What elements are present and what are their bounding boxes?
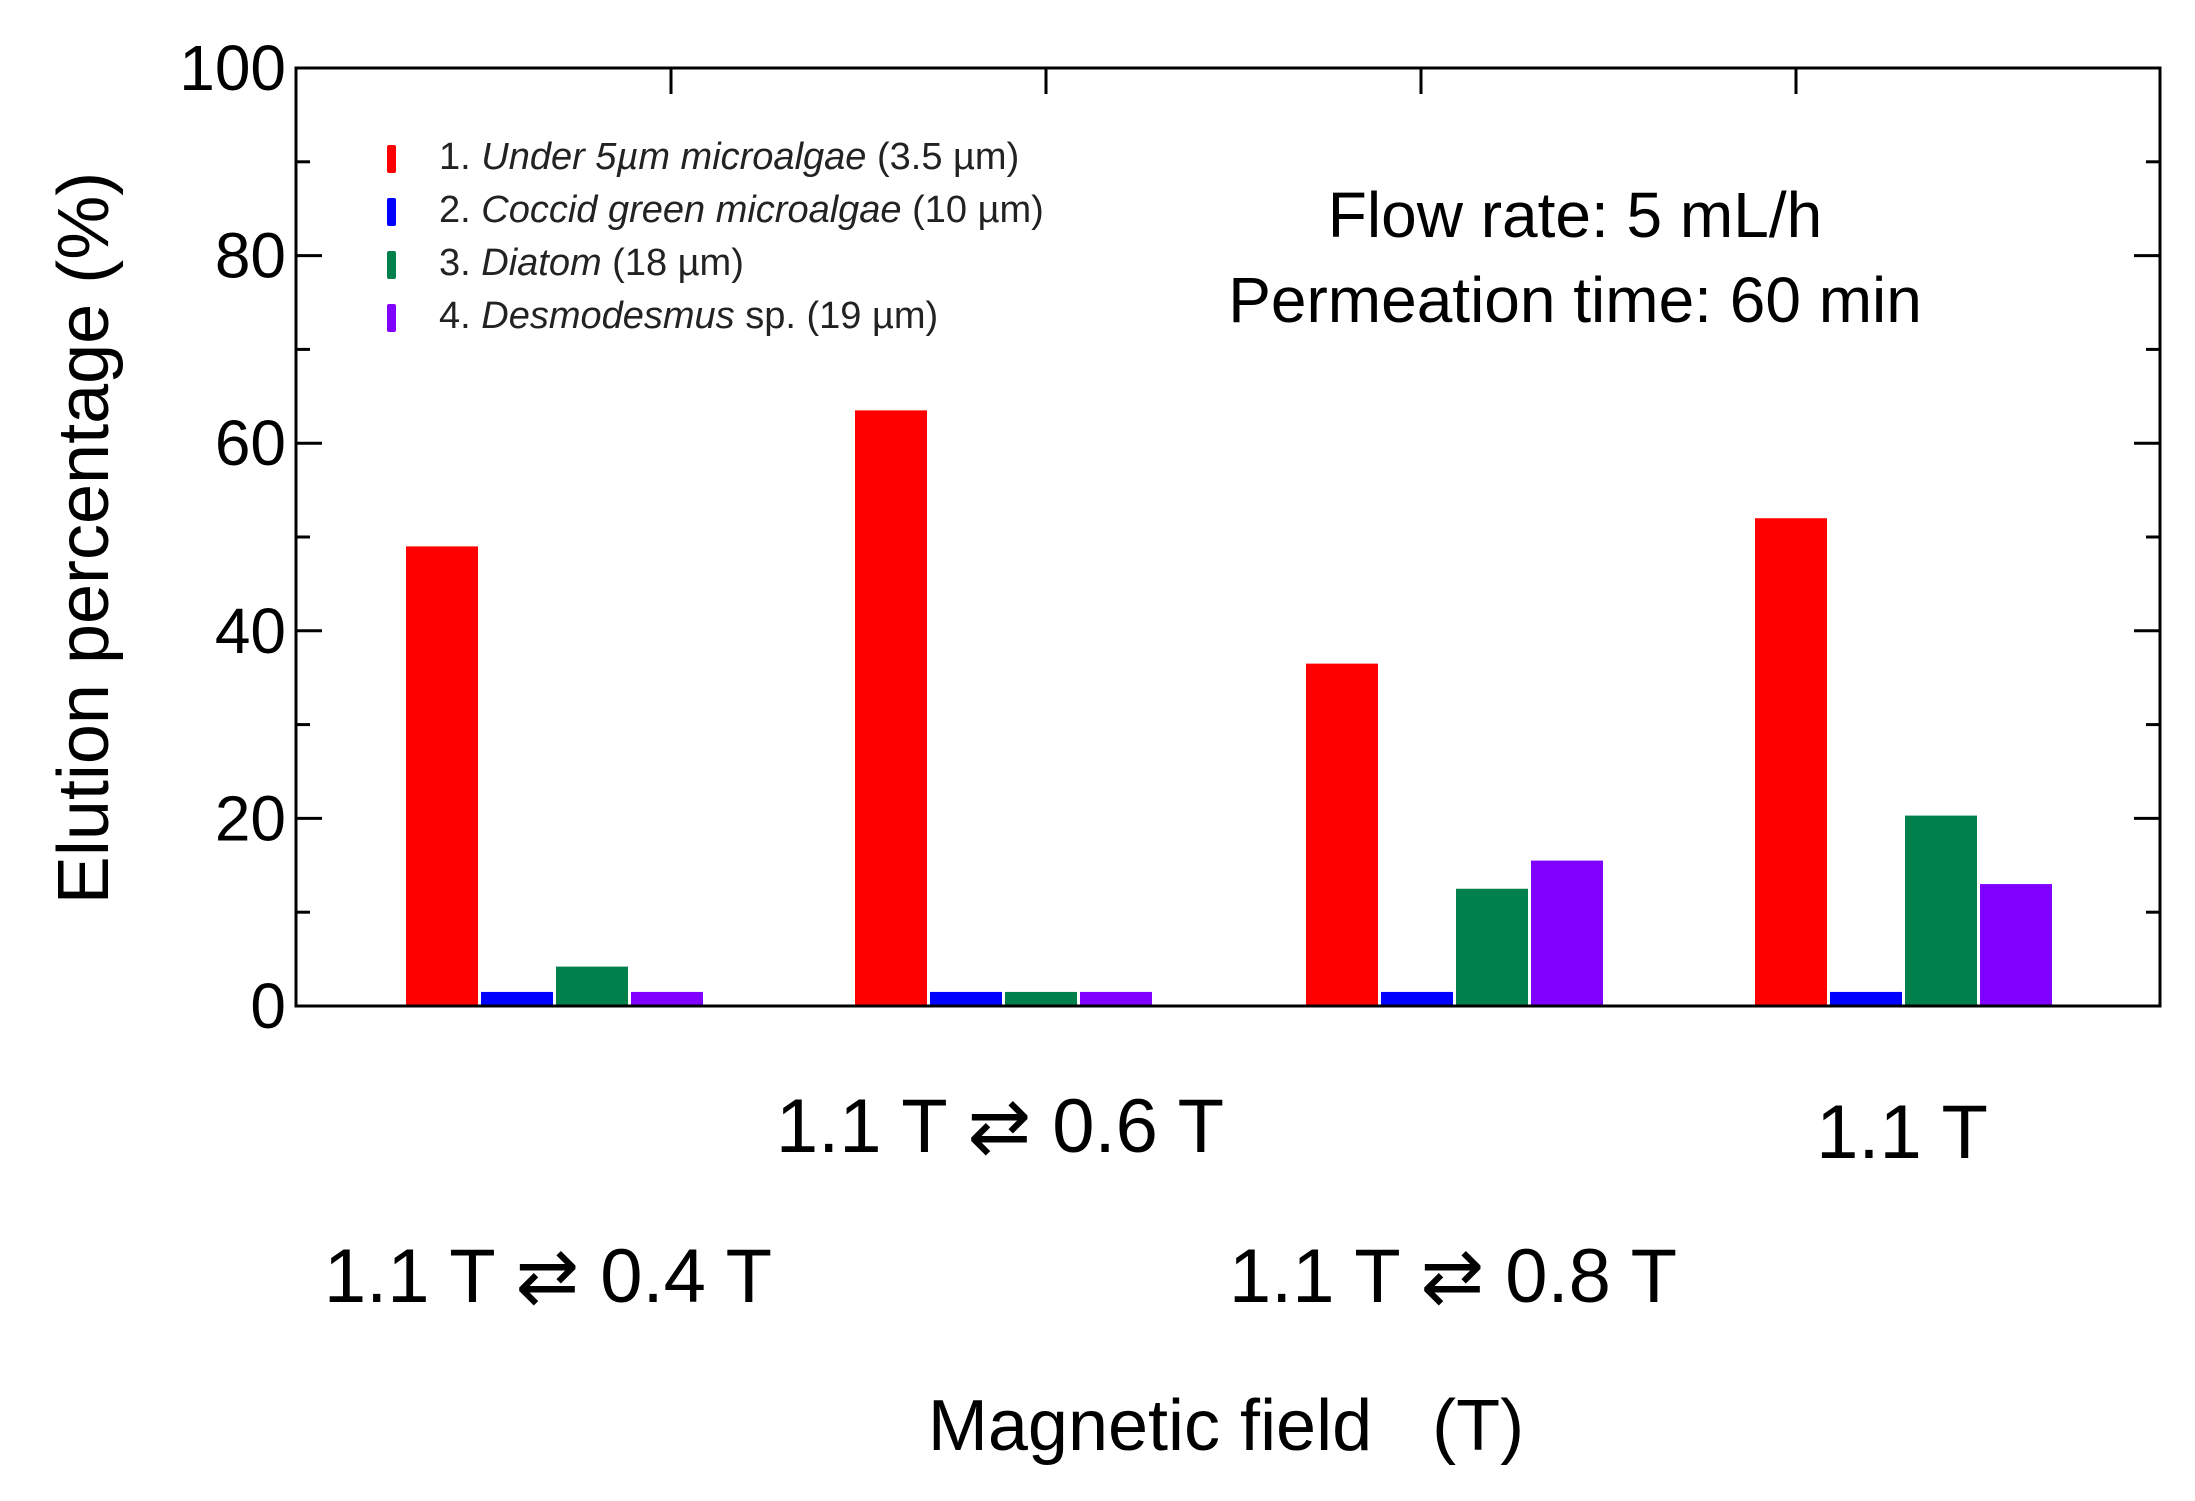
legend-swatch <box>387 145 396 173</box>
category-label: 1.1 T ⇄ 0.8 T <box>1229 1234 1677 1319</box>
y-tick-label: 20 <box>215 782 286 854</box>
y-tick-label: 80 <box>215 220 286 292</box>
legend-swatch <box>387 304 396 332</box>
bar <box>631 991 703 1006</box>
legend-label: 2. Coccid green microalgae (10 µm) <box>439 189 1044 231</box>
annotation-permeation-time: Permeation time: 60 min <box>1228 264 1922 336</box>
category-label: 1.1 T ⇄ 0.6 T <box>776 1084 1224 1169</box>
y-tick-labels: 0 20 40 60 80 100 <box>179 32 286 1042</box>
y-tick-label: 40 <box>215 595 286 667</box>
bar <box>1830 991 1902 1006</box>
bar <box>1456 888 1528 1006</box>
legend-label: 4. Desmodesmus sp. (19 µm) <box>439 295 938 337</box>
bar <box>481 991 553 1006</box>
legend-label: 3. Diatom (18 µm) <box>439 242 744 284</box>
bar <box>1531 860 1603 1006</box>
legend-swatch <box>387 251 396 279</box>
bars <box>296 410 2160 1008</box>
x-axis-title: Magnetic field (T) <box>928 1386 1524 1466</box>
bar <box>1306 663 1378 1006</box>
category-label: 1.1 T <box>1816 1090 1988 1175</box>
bar <box>1905 815 1977 1006</box>
category-label: 1.1 T ⇄ 0.4 T <box>324 1234 772 1319</box>
bar <box>930 991 1002 1006</box>
y-tick-label: 60 <box>215 407 286 479</box>
legend: 1. Under 5µm microalgae (3.5 µm) 2. Cocci… <box>387 136 1044 337</box>
bar <box>855 410 927 1006</box>
y-tick-label: 100 <box>179 32 286 104</box>
bar <box>1755 518 1827 1006</box>
legend-label: 1. Under 5µm microalgae (3.5 µm) <box>439 136 1019 178</box>
bar <box>1381 991 1453 1006</box>
bar <box>556 966 628 1006</box>
bar <box>1005 991 1077 1006</box>
axis-ticks <box>296 66 2160 1008</box>
bar <box>1980 884 2052 1006</box>
y-axis-title: Elution percentage (%) <box>44 172 124 904</box>
legend-swatch <box>387 198 396 226</box>
bar <box>406 546 478 1006</box>
y-tick-label: 0 <box>250 970 286 1042</box>
bar <box>1080 991 1152 1006</box>
annotation-flow-rate: Flow rate: 5 mL/h <box>1328 179 1822 251</box>
